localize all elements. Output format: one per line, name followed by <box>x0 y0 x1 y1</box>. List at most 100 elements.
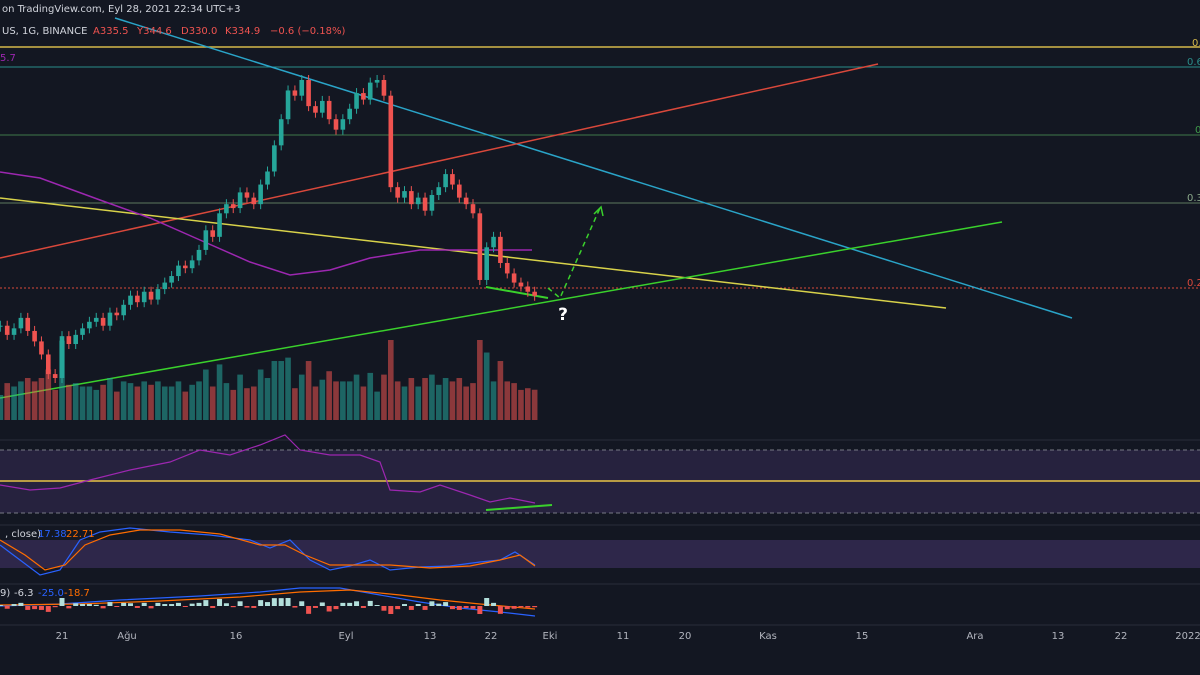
macd-bar <box>525 606 531 608</box>
volume-bar <box>463 386 469 420</box>
volume-bar <box>497 361 504 420</box>
macd-bar <box>402 604 407 606</box>
x-tick-label: 22 <box>1115 631 1128 642</box>
macd-bar <box>497 606 503 614</box>
candle-body <box>525 286 531 292</box>
trendline <box>0 197 947 309</box>
volume-bar <box>326 371 332 420</box>
candle-body <box>66 336 72 345</box>
macd-bar <box>408 606 414 610</box>
candle-body <box>532 291 537 296</box>
candle-body <box>299 80 305 96</box>
ohlc-low: D330.0 <box>181 26 217 37</box>
volume-bar <box>346 381 353 420</box>
volume-bar <box>518 389 524 420</box>
macd-bar <box>148 606 154 609</box>
candle-body <box>183 265 188 269</box>
volume-bar <box>388 340 394 420</box>
volume-bar <box>360 386 367 420</box>
volume-bar <box>477 340 483 420</box>
macd-bar <box>86 604 92 606</box>
candle-body <box>320 100 325 113</box>
x-tick-label: Kas <box>759 631 777 642</box>
macd-bar <box>312 606 318 608</box>
volume-bar <box>470 383 476 420</box>
volume-bar <box>120 381 127 420</box>
macd-bar <box>80 604 86 606</box>
candle-body <box>251 197 257 205</box>
candle-body <box>169 276 174 283</box>
x-tick-label: 15 <box>856 631 869 642</box>
macd-bar <box>367 600 373 606</box>
fib-label: 0.2 <box>1187 278 1200 289</box>
volume-bar <box>52 389 58 420</box>
candle-body <box>306 80 311 107</box>
macd-bar <box>251 606 257 608</box>
candle-body <box>224 204 229 214</box>
macd-bar <box>196 602 202 606</box>
candle-body <box>203 230 209 250</box>
volume-bar <box>86 386 93 420</box>
macd-bar <box>484 598 490 606</box>
candle-body <box>484 247 489 280</box>
volume-bar <box>175 381 182 420</box>
macd-bar <box>45 606 51 612</box>
fib-label: 0.3 <box>1187 193 1200 204</box>
macd-bar <box>285 598 291 606</box>
macd-bar <box>374 605 380 606</box>
candle-body <box>141 291 147 303</box>
candle-body <box>511 273 517 283</box>
moving-average <box>0 171 532 276</box>
macd-bar <box>258 600 264 606</box>
trendline <box>0 221 1003 399</box>
candle-body <box>52 374 58 378</box>
volume-bar <box>340 381 346 420</box>
volume-bar <box>155 381 161 420</box>
candle-body <box>477 213 483 280</box>
volume-bar <box>230 389 237 420</box>
volume-bar <box>298 374 305 420</box>
candle-body <box>340 119 346 130</box>
volume-bar <box>422 378 428 420</box>
candle-body <box>18 317 24 329</box>
candle-body <box>39 341 44 355</box>
macd-bar <box>38 606 44 610</box>
trendline <box>114 17 1073 319</box>
volume-bar <box>237 374 243 420</box>
volume-bar <box>415 386 421 420</box>
volume-bar <box>66 384 72 420</box>
macd-bar <box>449 606 455 610</box>
volume-bar <box>134 386 141 420</box>
volume-bar <box>504 381 511 420</box>
volume-bar <box>182 391 189 420</box>
macd-bar <box>347 602 353 606</box>
volume-bar <box>0 395 4 420</box>
volume-bar <box>45 369 52 420</box>
volume-bar <box>456 378 463 420</box>
stoch-k-value: 17.38 <box>38 529 67 540</box>
candle-body <box>121 304 126 316</box>
ohlc-close: K334.9 <box>225 26 260 37</box>
candle-body <box>73 334 78 345</box>
macd-bar <box>134 606 140 608</box>
stoch-d <box>0 529 536 571</box>
candle-body <box>162 282 168 290</box>
volume-bar <box>483 352 490 420</box>
volume-bar <box>31 381 38 420</box>
candle-body <box>333 119 339 130</box>
candle-body <box>196 249 202 261</box>
symbol: US, 1G, BINANCE <box>2 26 87 37</box>
macd-histogram <box>0 598 538 614</box>
volume-bar <box>93 389 100 420</box>
x-tick-label: 13 <box>1052 631 1065 642</box>
stoch-band <box>0 540 1200 568</box>
volume-bar <box>203 369 209 420</box>
candle-body <box>470 204 476 214</box>
ohlc-high: Y344.6 <box>136 26 172 37</box>
volume-bar <box>490 381 497 420</box>
macd-bar <box>230 606 236 608</box>
volume-bar <box>374 391 380 420</box>
macd-bar <box>128 603 133 606</box>
candle-body <box>128 295 133 305</box>
